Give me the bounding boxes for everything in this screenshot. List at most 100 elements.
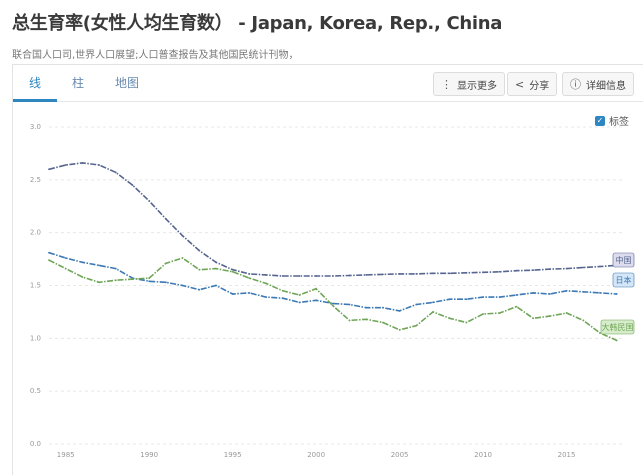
data-point-japan (148, 280, 151, 283)
data-point-china (432, 272, 434, 275)
checkbox-checked-icon[interactable]: ✓ (595, 115, 605, 126)
data-point-korea (465, 321, 468, 324)
data-point-japan (265, 296, 267, 299)
share-icon: < (515, 77, 525, 91)
x-tick-label: 2000 (307, 451, 325, 459)
data-point-japan (281, 297, 284, 300)
chart-card: 线 柱 地图 ⋮ 显示更多 < 分享 ⓘ 详细信息 0.0 0.5 1.0 1.5 2.… (12, 64, 643, 475)
data-point-china (148, 200, 151, 202)
data-point-japan (215, 284, 217, 287)
data-point-japan (548, 293, 551, 295)
x-tick-label: 1995 (224, 451, 242, 459)
data-point-japan (498, 296, 501, 299)
tab-bar: 线 柱 地图 ⋮ 显示更多 < 分享 ⓘ 详细信息 (13, 65, 643, 102)
data-point-korea (348, 319, 351, 322)
data-point-korea (515, 305, 518, 308)
series-label-box-japan (612, 272, 635, 288)
data-point-japan (315, 299, 318, 302)
data-point-korea (331, 304, 334, 307)
data-point-china (98, 164, 100, 166)
details-button[interactable]: ⓘ 详细信息 (562, 72, 634, 96)
series-label-china: 中国 (616, 255, 632, 265)
share-label: 分享 (529, 80, 550, 92)
data-point-korea (131, 278, 134, 281)
y-tick-label: 2.5 (30, 176, 41, 184)
data-point-japan (114, 267, 117, 270)
line-chart: 0.0 0.5 1.0 1.5 2.0 2.5 3.0 1985 1990 1995 2000 200… (30, 123, 635, 459)
x-tick-label: 2005 (391, 451, 409, 459)
data-point-china (548, 268, 551, 271)
data-point-korea (415, 324, 418, 327)
data-point-japan (64, 257, 67, 259)
y-tick-label: 1.5 (30, 282, 41, 290)
data-point-japan (432, 301, 434, 304)
label-toggle[interactable]: ✓ 标签 (595, 113, 629, 128)
data-point-china (532, 269, 535, 272)
data-point-korea (432, 311, 434, 313)
data-point-china (565, 267, 568, 270)
data-point-japan (515, 294, 518, 296)
x-tick-label: 2015 (558, 451, 576, 459)
data-point-china (248, 272, 251, 275)
series-label-box-korea (600, 319, 635, 335)
tab-line[interactable]: 线 (29, 76, 42, 90)
data-point-korea (148, 277, 151, 280)
data-point-korea (532, 317, 535, 320)
data-point-japan (448, 298, 451, 301)
data-point-china (231, 268, 234, 271)
data-point-japan (348, 303, 351, 306)
data-point-japan (164, 281, 167, 284)
y-tick-label: 0.5 (30, 387, 41, 395)
details-label: 详细信息 (586, 80, 626, 92)
data-point-korea (582, 319, 585, 322)
tab-bar-chart[interactable]: 柱 (72, 76, 85, 90)
data-point-china (348, 274, 351, 277)
data-point-korea (64, 267, 67, 270)
data-point-china (465, 271, 468, 274)
data-point-korea (548, 315, 551, 318)
data-point-china (281, 275, 284, 277)
show-more-button[interactable]: ⋮ 显示更多 (433, 72, 505, 96)
data-point-china (164, 218, 167, 220)
data-point-japan (198, 288, 201, 291)
series-label-korea: 大韩民国 (602, 322, 634, 332)
data-point-china (498, 270, 501, 273)
data-point-korea (315, 287, 318, 290)
data-point-korea (398, 328, 401, 331)
data-point-china (198, 249, 201, 252)
data-point-korea (498, 312, 501, 314)
label-toggle-text: 标签 (609, 117, 629, 128)
tab-map[interactable]: 地图 (115, 76, 140, 90)
y-tick-label: 3.0 (30, 123, 41, 131)
data-point-japan (298, 301, 301, 304)
data-point-china (331, 275, 334, 277)
data-point-korea (265, 282, 267, 285)
data-point-korea (198, 268, 201, 271)
y-tick-label: 0.0 (30, 440, 41, 448)
x-tick-label: 1985 (57, 451, 75, 459)
data-point-china (48, 168, 50, 171)
data-point-japan (615, 293, 618, 295)
data-point-korea (365, 318, 368, 321)
data-point-china (265, 274, 267, 276)
data-point-japan (382, 306, 384, 309)
data-point-japan (465, 298, 468, 301)
data-point-china (298, 275, 301, 277)
share-button[interactable]: < 分享 (507, 72, 558, 96)
data-point-japan (415, 303, 418, 306)
data-point-japan (231, 293, 234, 295)
data-point-china (64, 164, 67, 166)
data-point-japan (181, 284, 184, 287)
data-point-korea (382, 321, 384, 324)
data-point-china (448, 272, 451, 275)
data-point-china (599, 265, 601, 268)
data-point-japan (331, 302, 334, 305)
y-tick-label: 1.0 (30, 334, 41, 342)
data-point-korea (215, 267, 217, 270)
data-point-korea (231, 270, 234, 273)
data-point-japan (532, 291, 535, 294)
data-point-japan (565, 289, 568, 292)
data-point-japan (248, 291, 251, 294)
data-point-china (398, 272, 401, 275)
data-point-japan (482, 296, 484, 299)
